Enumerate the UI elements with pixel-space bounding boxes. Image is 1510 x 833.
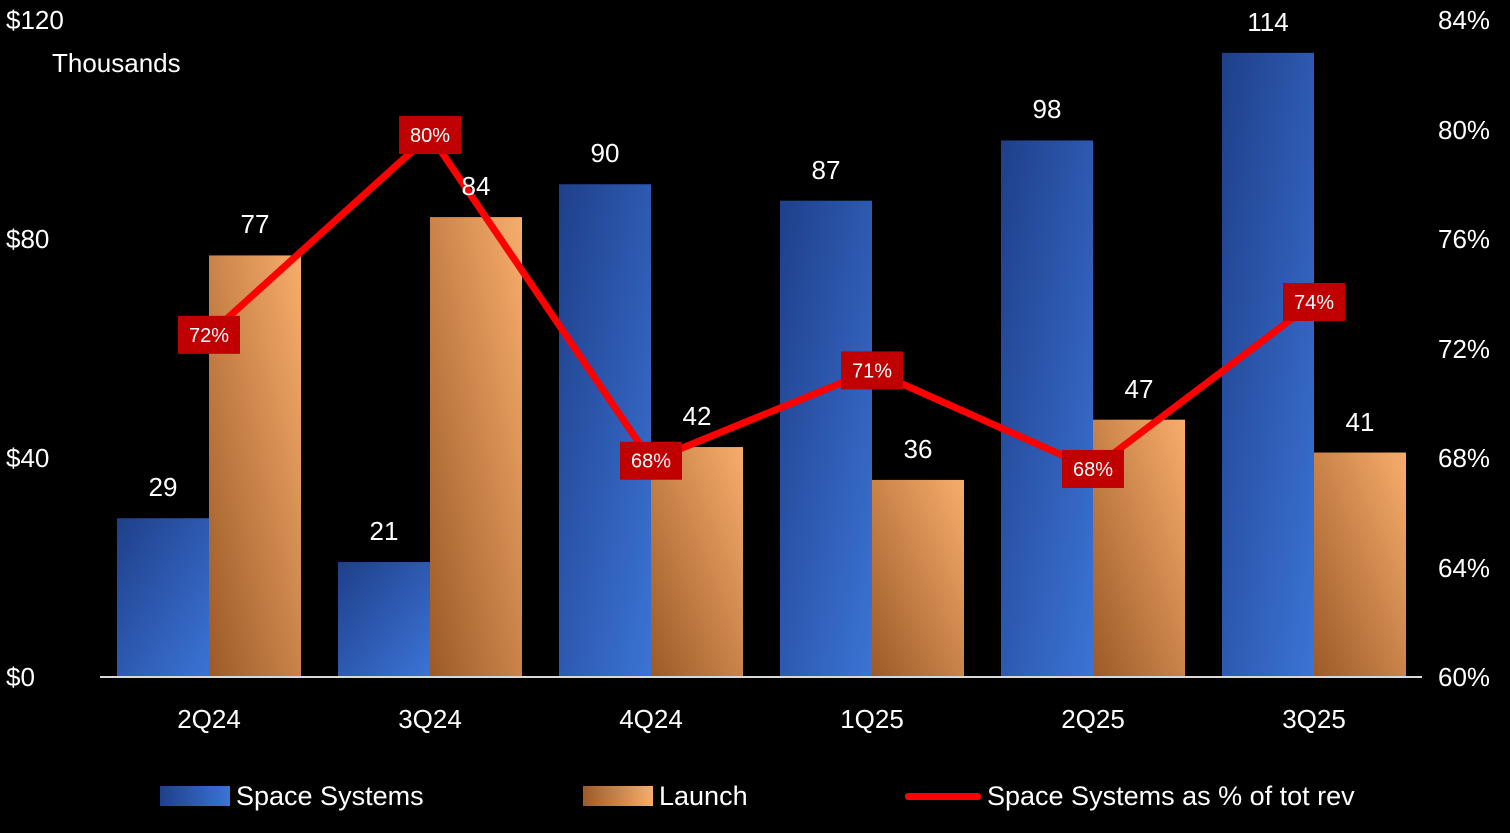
bar-launch-3Q25 bbox=[1314, 452, 1406, 677]
y-left-tick-3: $120 bbox=[6, 5, 64, 35]
x-tick-1Q25: 1Q25 bbox=[840, 704, 904, 734]
point-box-share-4Q24 bbox=[620, 441, 682, 480]
y-right-tick-4: 76% bbox=[1438, 224, 1491, 254]
y-right-tick-5: 80% bbox=[1438, 114, 1491, 145]
bar-space-systems-4Q24 bbox=[559, 184, 651, 677]
point-box-share-2Q24 bbox=[178, 315, 240, 354]
y-right-tick-6: 84% bbox=[1438, 5, 1491, 35]
label-share-4Q24: 68% bbox=[631, 451, 671, 473]
label-launch-3Q24: 84 bbox=[461, 171, 491, 202]
bar-space-systems-2Q24 bbox=[117, 518, 209, 677]
y-right-tick-2: 68% bbox=[1438, 443, 1491, 473]
label-share-3Q24: 80% bbox=[410, 125, 450, 147]
point-box-share-2Q25 bbox=[1062, 449, 1124, 488]
point-box-share-3Q24 bbox=[399, 115, 461, 154]
label-launch-2Q25: 47 bbox=[1124, 373, 1154, 404]
legend-item-launch: Launch bbox=[583, 780, 748, 812]
bars-layer bbox=[117, 52, 1406, 678]
legend-label-space-systems: Space Systems bbox=[236, 780, 424, 811]
label-space-systems-4Q24: 90 bbox=[590, 138, 620, 169]
label-space-systems-2Q24: 29 bbox=[148, 472, 178, 503]
label-share-1Q25: 71% bbox=[852, 360, 892, 382]
label-space-systems-3Q25: 114 bbox=[1247, 6, 1289, 37]
legend-item-space-systems: Space Systems bbox=[160, 780, 424, 812]
bar-launch-3Q24 bbox=[430, 217, 522, 677]
legend-swatch-space-systems bbox=[160, 786, 230, 806]
label-space-systems-1Q25: 87 bbox=[811, 154, 841, 185]
bar-launch-1Q25 bbox=[872, 479, 964, 677]
legend-label-share: Space Systems as % of tot rev bbox=[987, 780, 1355, 811]
x-tick-3Q24: 3Q24 bbox=[398, 704, 462, 734]
point-box-share-1Q25 bbox=[841, 351, 903, 390]
bar-launch-4Q24 bbox=[651, 447, 743, 677]
label-launch-2Q24: 77 bbox=[240, 209, 270, 240]
label-space-systems-2Q25: 98 bbox=[1032, 94, 1062, 125]
label-space-systems-3Q24: 21 bbox=[369, 516, 399, 547]
y-right-tick-1: 64% bbox=[1438, 552, 1491, 583]
x-tick-2Q24: 2Q24 bbox=[177, 704, 241, 734]
y-right-tick-3: 72% bbox=[1438, 333, 1491, 364]
bar-space-systems-3Q25 bbox=[1222, 52, 1314, 678]
label-share-2Q25: 68% bbox=[1073, 459, 1113, 481]
label-share-3Q25: 74% bbox=[1294, 292, 1334, 314]
legend-item-share: Space Systems as % of tot rev bbox=[905, 780, 1355, 812]
y-left-tick-1: $40 bbox=[6, 443, 50, 473]
legend-label-launch: Launch bbox=[659, 780, 748, 811]
y-right-tick-0: 60% bbox=[1438, 662, 1491, 692]
line-layer: 72% 80% 68% 71% 68% 74% bbox=[178, 115, 1345, 488]
legend-swatch-launch bbox=[583, 786, 653, 806]
legend-swatch-share bbox=[905, 792, 981, 800]
x-tick-2Q25: 2Q25 bbox=[1061, 704, 1125, 734]
x-tick-3Q25: 3Q25 bbox=[1282, 704, 1346, 734]
bar-space-systems-1Q25 bbox=[780, 200, 872, 678]
line-space-systems-share bbox=[206, 131, 1317, 473]
y-left-unit-label: Thousands bbox=[52, 48, 181, 78]
y-left-tick-0: $0 bbox=[6, 662, 35, 692]
bar-space-systems-3Q24 bbox=[338, 562, 430, 677]
label-launch-3Q25: 41 bbox=[1345, 406, 1375, 437]
label-share-2Q24: 72% bbox=[189, 325, 229, 347]
label-launch-4Q24: 42 bbox=[682, 401, 712, 432]
x-tick-4Q24: 4Q24 bbox=[619, 704, 683, 734]
point-box-share-3Q25 bbox=[1283, 282, 1345, 321]
y-left-tick-2: $80 bbox=[6, 224, 50, 254]
label-launch-1Q25: 36 bbox=[903, 433, 933, 464]
bar-space-systems-2Q25 bbox=[1001, 140, 1093, 677]
